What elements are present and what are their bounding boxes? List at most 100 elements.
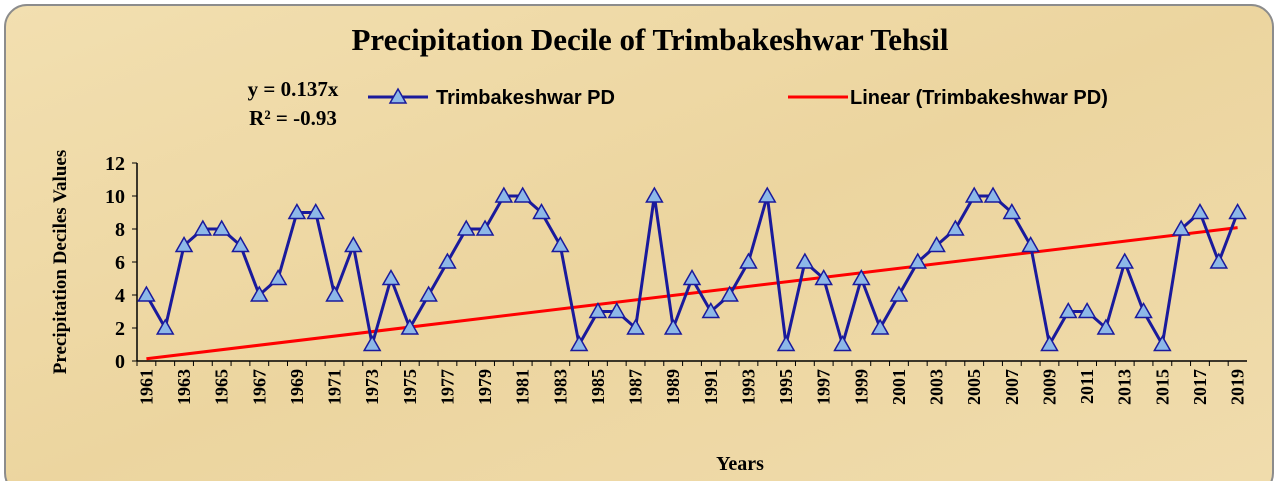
trend-equation: y = 0.137x <box>248 77 339 101</box>
marker <box>362 334 382 352</box>
marker <box>739 252 758 269</box>
marker <box>569 334 589 352</box>
trend-line <box>146 226 1238 361</box>
legend-label: Linear (Trimbakeshwar PD) <box>850 87 1108 109</box>
y-tick-label: 8 <box>115 219 125 241</box>
marker <box>1077 301 1097 319</box>
marker <box>889 285 909 302</box>
marker <box>381 268 401 286</box>
marker <box>494 186 514 203</box>
x-tick-label: 1969 <box>287 369 307 405</box>
x-tick-label: 2019 <box>1228 369 1248 405</box>
x-tick-label: 1973 <box>362 369 382 405</box>
marker <box>249 285 269 302</box>
x-tick-label: 1981 <box>513 369 533 405</box>
marker <box>1040 334 1059 352</box>
marker <box>1209 252 1229 269</box>
x-tick-label: 1989 <box>663 369 683 405</box>
x-tick-label: 2017 <box>1190 369 1210 405</box>
marker <box>212 219 231 236</box>
x-tick-label: 1987 <box>626 369 646 405</box>
marker <box>419 285 438 302</box>
y-tick-label: 2 <box>115 318 125 340</box>
marker <box>776 334 796 352</box>
marker <box>456 219 476 236</box>
x-tick-label: 2003 <box>927 369 947 405</box>
marker <box>400 318 420 335</box>
marker <box>1190 202 1210 220</box>
marker <box>757 186 777 203</box>
marker <box>645 186 664 203</box>
marker <box>551 235 570 253</box>
marker <box>475 219 495 236</box>
x-tick-label: 1975 <box>400 369 420 405</box>
marker <box>1002 202 1022 220</box>
x-tick-label: 2001 <box>889 369 909 405</box>
marker <box>155 318 175 335</box>
marker <box>1153 334 1172 352</box>
x-tick-label: 1977 <box>437 369 457 405</box>
x-tick-label: 1997 <box>814 369 834 405</box>
x-tick-label: 2015 <box>1152 369 1172 405</box>
marker <box>268 268 288 286</box>
marker <box>927 235 946 253</box>
y-tick-label: 4 <box>115 285 125 307</box>
x-tick-label: 2009 <box>1039 369 1059 405</box>
background <box>4 4 1274 486</box>
x-tick-label: 1993 <box>738 369 758 405</box>
marker <box>701 301 721 319</box>
marker <box>306 202 326 220</box>
marker <box>1134 301 1153 319</box>
x-tick-label: 2007 <box>1002 369 1022 405</box>
marker <box>946 219 965 236</box>
x-tick-label: 1979 <box>475 369 495 405</box>
x-tick-label: 2005 <box>964 369 984 405</box>
marker <box>588 301 608 319</box>
marker <box>1021 235 1040 253</box>
x-tick-label: 1991 <box>701 369 721 405</box>
marker <box>833 334 852 352</box>
marker <box>908 252 928 269</box>
y-tick-label: 0 <box>115 351 125 373</box>
marker <box>852 268 871 286</box>
marker <box>720 285 739 302</box>
x-tick-label: 1999 <box>851 369 871 405</box>
marker <box>137 285 156 302</box>
legend-label: Trimbakeshwar PD <box>436 87 615 109</box>
marker <box>174 235 194 253</box>
marker <box>325 285 344 302</box>
x-tick-label: 1983 <box>550 369 570 405</box>
y-tick-label: 6 <box>115 252 125 274</box>
trend-r2: R² = -0.93 <box>249 106 337 130</box>
marker <box>983 186 1003 203</box>
marker <box>607 301 627 319</box>
y-tick-label: 10 <box>105 186 125 208</box>
marker <box>814 268 833 286</box>
marker <box>344 235 363 253</box>
marker <box>193 219 213 236</box>
marker <box>663 318 683 335</box>
x-tick-label: 1967 <box>249 369 269 405</box>
marker <box>1171 219 1191 236</box>
x-tick-label: 2011 <box>1077 369 1097 404</box>
marker <box>795 252 815 269</box>
x-tick-label: 1985 <box>588 369 608 405</box>
x-axis-label: Years <box>716 453 764 475</box>
marker <box>1096 318 1116 335</box>
marker <box>532 202 551 220</box>
x-tick-label: 1965 <box>212 369 232 405</box>
marker <box>964 186 984 203</box>
x-tick-label: 1995 <box>776 369 796 405</box>
marker <box>870 318 890 335</box>
x-tick-label: 1961 <box>136 369 156 405</box>
chart-title: Precipitation Decile of Trimbakeshwar Te… <box>351 22 948 57</box>
y-axis-label: Precipitation Deciles Values <box>50 150 71 374</box>
y-tick-label: 12 <box>105 153 125 175</box>
marker <box>626 318 645 335</box>
marker <box>438 252 457 269</box>
marker <box>231 235 250 253</box>
x-tick-label: 2013 <box>1115 369 1135 405</box>
legend-marker <box>388 87 408 104</box>
x-tick-label: 1963 <box>174 369 194 405</box>
